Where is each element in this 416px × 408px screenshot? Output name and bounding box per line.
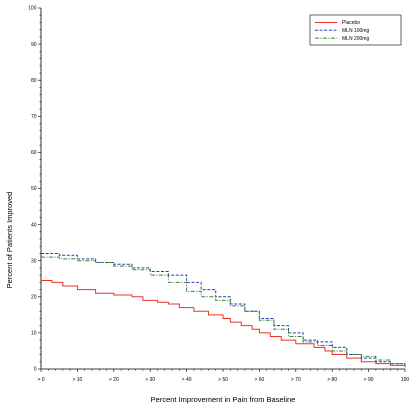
- x-tick-label: > 10: [72, 377, 82, 383]
- x-tick-label: > 20: [109, 377, 119, 383]
- y-tick-label: 60: [31, 150, 37, 156]
- x-tick-label: > 80: [327, 377, 337, 383]
- y-tick-label: 30: [31, 258, 37, 264]
- x-tick-label: > 70: [291, 377, 301, 383]
- legend: Placebo MLN 100mg MLN 200mg: [309, 14, 402, 46]
- x-tick-label: > 40: [182, 377, 192, 383]
- y-tick-label: 20: [31, 295, 37, 301]
- legend-label-mln-100mg: MLN 100mg: [342, 28, 369, 34]
- x-tick-label: > 50: [218, 377, 228, 383]
- x-axis: > 0 > 10 > 20 > 30 > 40 > 50 > 60 > 70 > 80 > 90 1…: [37, 369, 409, 383]
- y-axis-title: Percent of Patients Improved: [5, 192, 14, 289]
- y-tick-label: 80: [31, 78, 37, 84]
- x-tick-label: 100: [401, 377, 410, 383]
- y-tick-label: 50: [31, 186, 37, 192]
- y-tick-label: 0: [34, 367, 37, 373]
- y-tick-label: 100: [28, 6, 37, 12]
- legend-label-mln-200mg: MLN 200mg: [342, 36, 369, 42]
- series-line-mln-100mg: [41, 252, 406, 366]
- y-tick-label: 70: [31, 114, 37, 120]
- x-tick-label: > 30: [145, 377, 155, 383]
- legend-label-placebo: Placebo: [342, 20, 360, 26]
- series-line-placebo: [41, 280, 406, 368]
- series-line-mln-200mg: [41, 256, 406, 368]
- y-tick-label: 40: [31, 222, 37, 228]
- x-tick-label: > 0: [37, 377, 44, 383]
- x-axis-title: Percent Improvement in Pain from Baselin…: [151, 395, 296, 404]
- series-layer: [41, 252, 406, 368]
- x-tick-label: > 60: [254, 377, 264, 383]
- x-tick-label: > 90: [364, 377, 374, 383]
- y-tick-label: 90: [31, 42, 37, 48]
- y-axis: 0 10 20 30 40 50 60 70 80 90 100: [28, 6, 41, 373]
- y-tick-label: 10: [31, 331, 37, 337]
